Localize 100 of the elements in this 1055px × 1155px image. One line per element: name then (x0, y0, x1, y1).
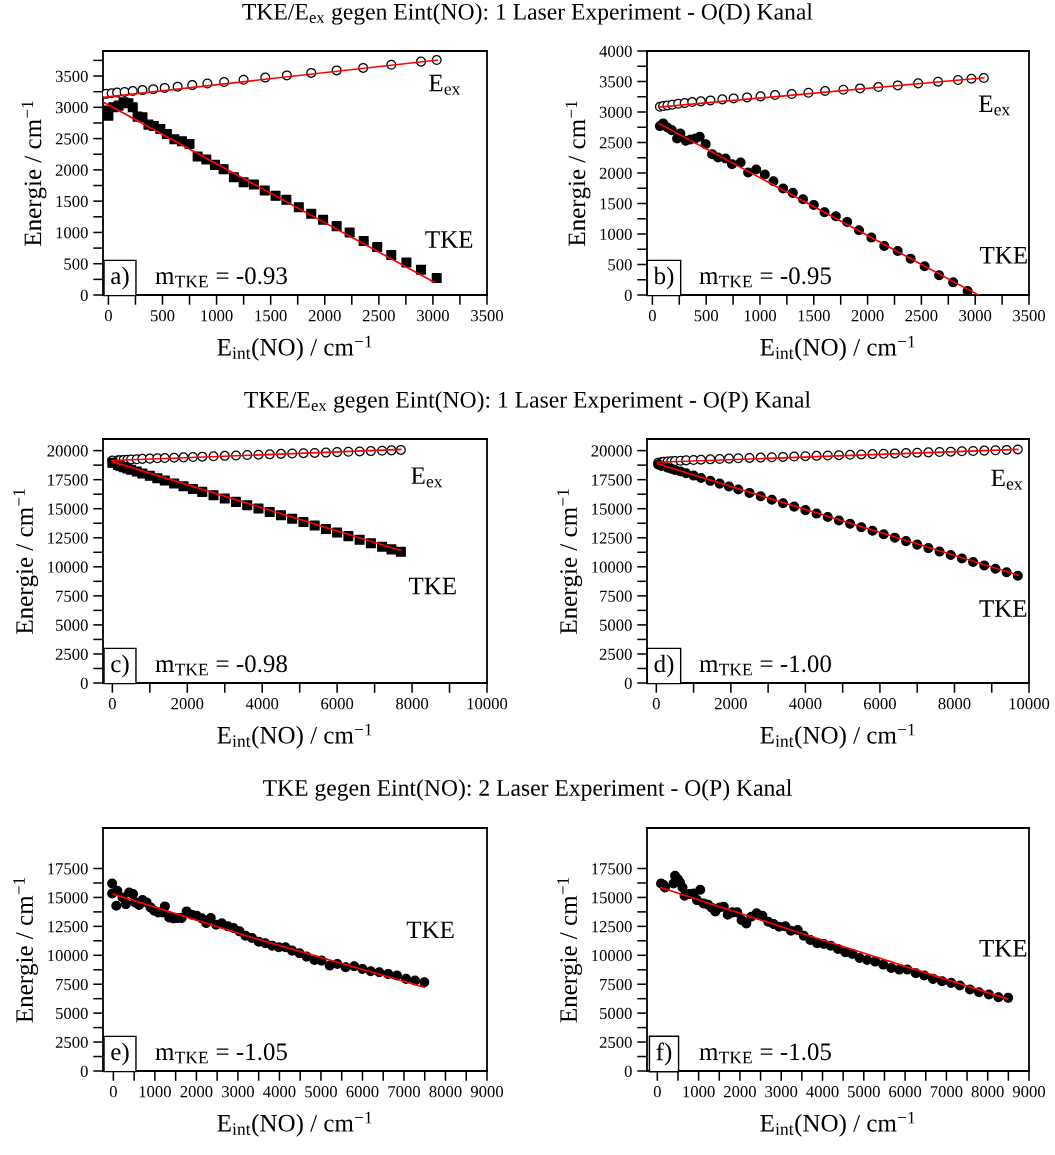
y-tick-label: 17500 (592, 474, 632, 486)
y-axis-title: Energie / cm$^{−1}$ (557, 877, 583, 1023)
series-label: E$_{ex}$ (411, 467, 443, 488)
y-tick-label: 7500 (56, 978, 88, 991)
y-tick-label: 12500 (592, 921, 632, 933)
annotation: a) (111, 266, 129, 290)
annotation: f) (656, 1042, 672, 1066)
annotation: e) (111, 1042, 129, 1066)
x-tick-label: 2000 (723, 1086, 756, 1098)
y-tick-label: 3500 (55, 70, 88, 82)
x-tick-label: 8000 (971, 1086, 1004, 1098)
series-label: TKE (425, 231, 473, 248)
y-tick-label: 2000 (599, 167, 632, 179)
y-tick-label: 15000 (592, 892, 632, 904)
series-label: TKE (979, 247, 1027, 264)
x-tick-label: 5000 (848, 1086, 880, 1098)
x-tick-label: 2000 (180, 1086, 213, 1098)
x-tick-label: 3000 (222, 1086, 254, 1098)
x-tick-label: 1000 (683, 1086, 715, 1098)
x-tick-label: 2000 (171, 698, 204, 710)
y-tick-label: 5000 (600, 619, 632, 631)
y-tick-label: 15000 (592, 503, 632, 515)
series-label: E$_{ex}$ (978, 95, 1011, 116)
x-tick-label: 3500 (471, 310, 504, 322)
y-tick-label: 1000 (56, 227, 88, 239)
y-tick-label: 2500 (55, 133, 88, 145)
y-axis-title: Energie / cm$^{−1}$ (565, 101, 591, 246)
x-axis-title: E$_{int}$(NO) / cm$^{−1}$ (760, 335, 915, 361)
y-tick-label: 3500 (599, 76, 632, 88)
y-axis-title: Energie / cm$^{−1}$ (21, 101, 47, 246)
series-label: E$_{ex}$ (991, 469, 1023, 490)
x-tick-label: 8000 (396, 698, 429, 710)
x-axis-title: E$_{int}$(NO) / cm$^{−1}$ (760, 1111, 915, 1137)
series-label: E$_{ex}$ (429, 74, 461, 95)
x-tick-label: 3500 (1013, 310, 1046, 322)
y-tick-label: 2500 (55, 648, 88, 660)
x-tick-label: 6000 (321, 698, 354, 710)
annotation: m$_{TKE}$ = -1.00 (699, 655, 831, 676)
y-tick-label: 0 (80, 289, 88, 301)
x-tick-label: 0 (652, 698, 660, 710)
y-tick-label: 500 (608, 259, 632, 271)
annotation: c) (111, 654, 129, 678)
x-axis-title: E$_{int}$(NO) / cm$^{−1}$ (217, 723, 372, 749)
y-tick-label: 5000 (600, 1007, 632, 1020)
x-axis-title: E$_{int}$(NO) / cm$^{−1}$ (217, 1111, 372, 1137)
x-tick-label: 0 (104, 310, 112, 322)
y-tick-label: 2000 (55, 164, 88, 176)
x-tick-label: 1500 (798, 310, 830, 322)
y-tick-label: 2500 (599, 648, 632, 660)
x-axis-title: E$_{int}$(NO) / cm$^{−1}$ (217, 335, 372, 361)
y-tick-label: 7500 (56, 590, 88, 602)
x-tick-label: 1000 (744, 310, 777, 322)
y-tick-label: 7500 (600, 978, 632, 991)
annotation: m$_{TKE}$ = -1.05 (155, 1043, 287, 1064)
chart-title: TKE gegen Eint(NO): 2 Laser Experiment - O(P) Kanal (263, 779, 792, 801)
y-tick-label: 500 (64, 258, 88, 270)
x-tick-label: 7000 (930, 1086, 963, 1098)
y-tick-label: 17500 (592, 863, 632, 875)
y-tick-label: 5000 (56, 1007, 88, 1020)
annotation: b) (653, 266, 674, 290)
annotation: m$_{TKE}$ = -0.95 (699, 267, 831, 288)
series-label: TKE (406, 921, 454, 939)
x-tick-label: 3000 (417, 310, 449, 322)
x-tick-label: 6000 (346, 1086, 379, 1098)
annotation: m$_{TKE}$ = -0.98 (155, 655, 287, 676)
x-axis-title: E$_{int}$(NO) / cm$^{−1}$ (760, 723, 915, 749)
x-tick-label: 1000 (201, 310, 233, 322)
x-tick-label: 5000 (305, 1086, 337, 1098)
x-tick-label: 9000 (1012, 1086, 1046, 1098)
y-tick-label: 2500 (599, 1036, 632, 1049)
x-tick-label: 0 (648, 310, 656, 322)
y-tick-label: 17500 (48, 474, 88, 486)
annotation: m$_{TKE}$ = -1.05 (699, 1043, 831, 1064)
x-tick-label: 2500 (362, 310, 395, 322)
chart-title: TKE/E$_{ex}$ gegen Eint(NO): 1 Laser Experiment - O(P) Kanal (244, 391, 811, 413)
x-tick-label: 3000 (959, 310, 992, 322)
y-tick-label: 1500 (600, 198, 632, 210)
y-tick-label: 12500 (592, 532, 632, 544)
y-tick-label: 12500 (48, 532, 88, 544)
y-tick-label: 20000 (591, 445, 632, 457)
x-tick-label: 2500 (905, 310, 938, 322)
y-tick-label: 2500 (599, 137, 632, 149)
y-tick-label: 15000 (48, 503, 88, 515)
y-tick-label: 10000 (592, 949, 632, 962)
x-tick-label: 8000 (429, 1086, 462, 1098)
y-tick-label: 17500 (48, 863, 88, 875)
y-axis-title: Energie / cm$^{−1}$ (13, 489, 39, 634)
y-axis-title: Energie / cm$^{−1}$ (13, 877, 39, 1023)
x-tick-label: 6000 (889, 1086, 922, 1098)
y-tick-label: 0 (624, 289, 632, 301)
x-tick-label: 0 (109, 1086, 117, 1098)
y-tick-label: 0 (624, 677, 632, 689)
y-tick-label: 10000 (48, 949, 88, 962)
chart-title: TKE/E$_{ex}$ gegen Eint(NO): 1 Laser Experiment - O(D) Kanal (242, 3, 813, 25)
y-tick-label: 0 (80, 1065, 88, 1077)
x-tick-label: 4000 (245, 698, 279, 710)
series-label: TKE (979, 600, 1027, 617)
x-tick-label: 4000 (806, 1086, 839, 1098)
annotation: d) (654, 654, 674, 678)
x-tick-label: 1500 (255, 310, 287, 322)
